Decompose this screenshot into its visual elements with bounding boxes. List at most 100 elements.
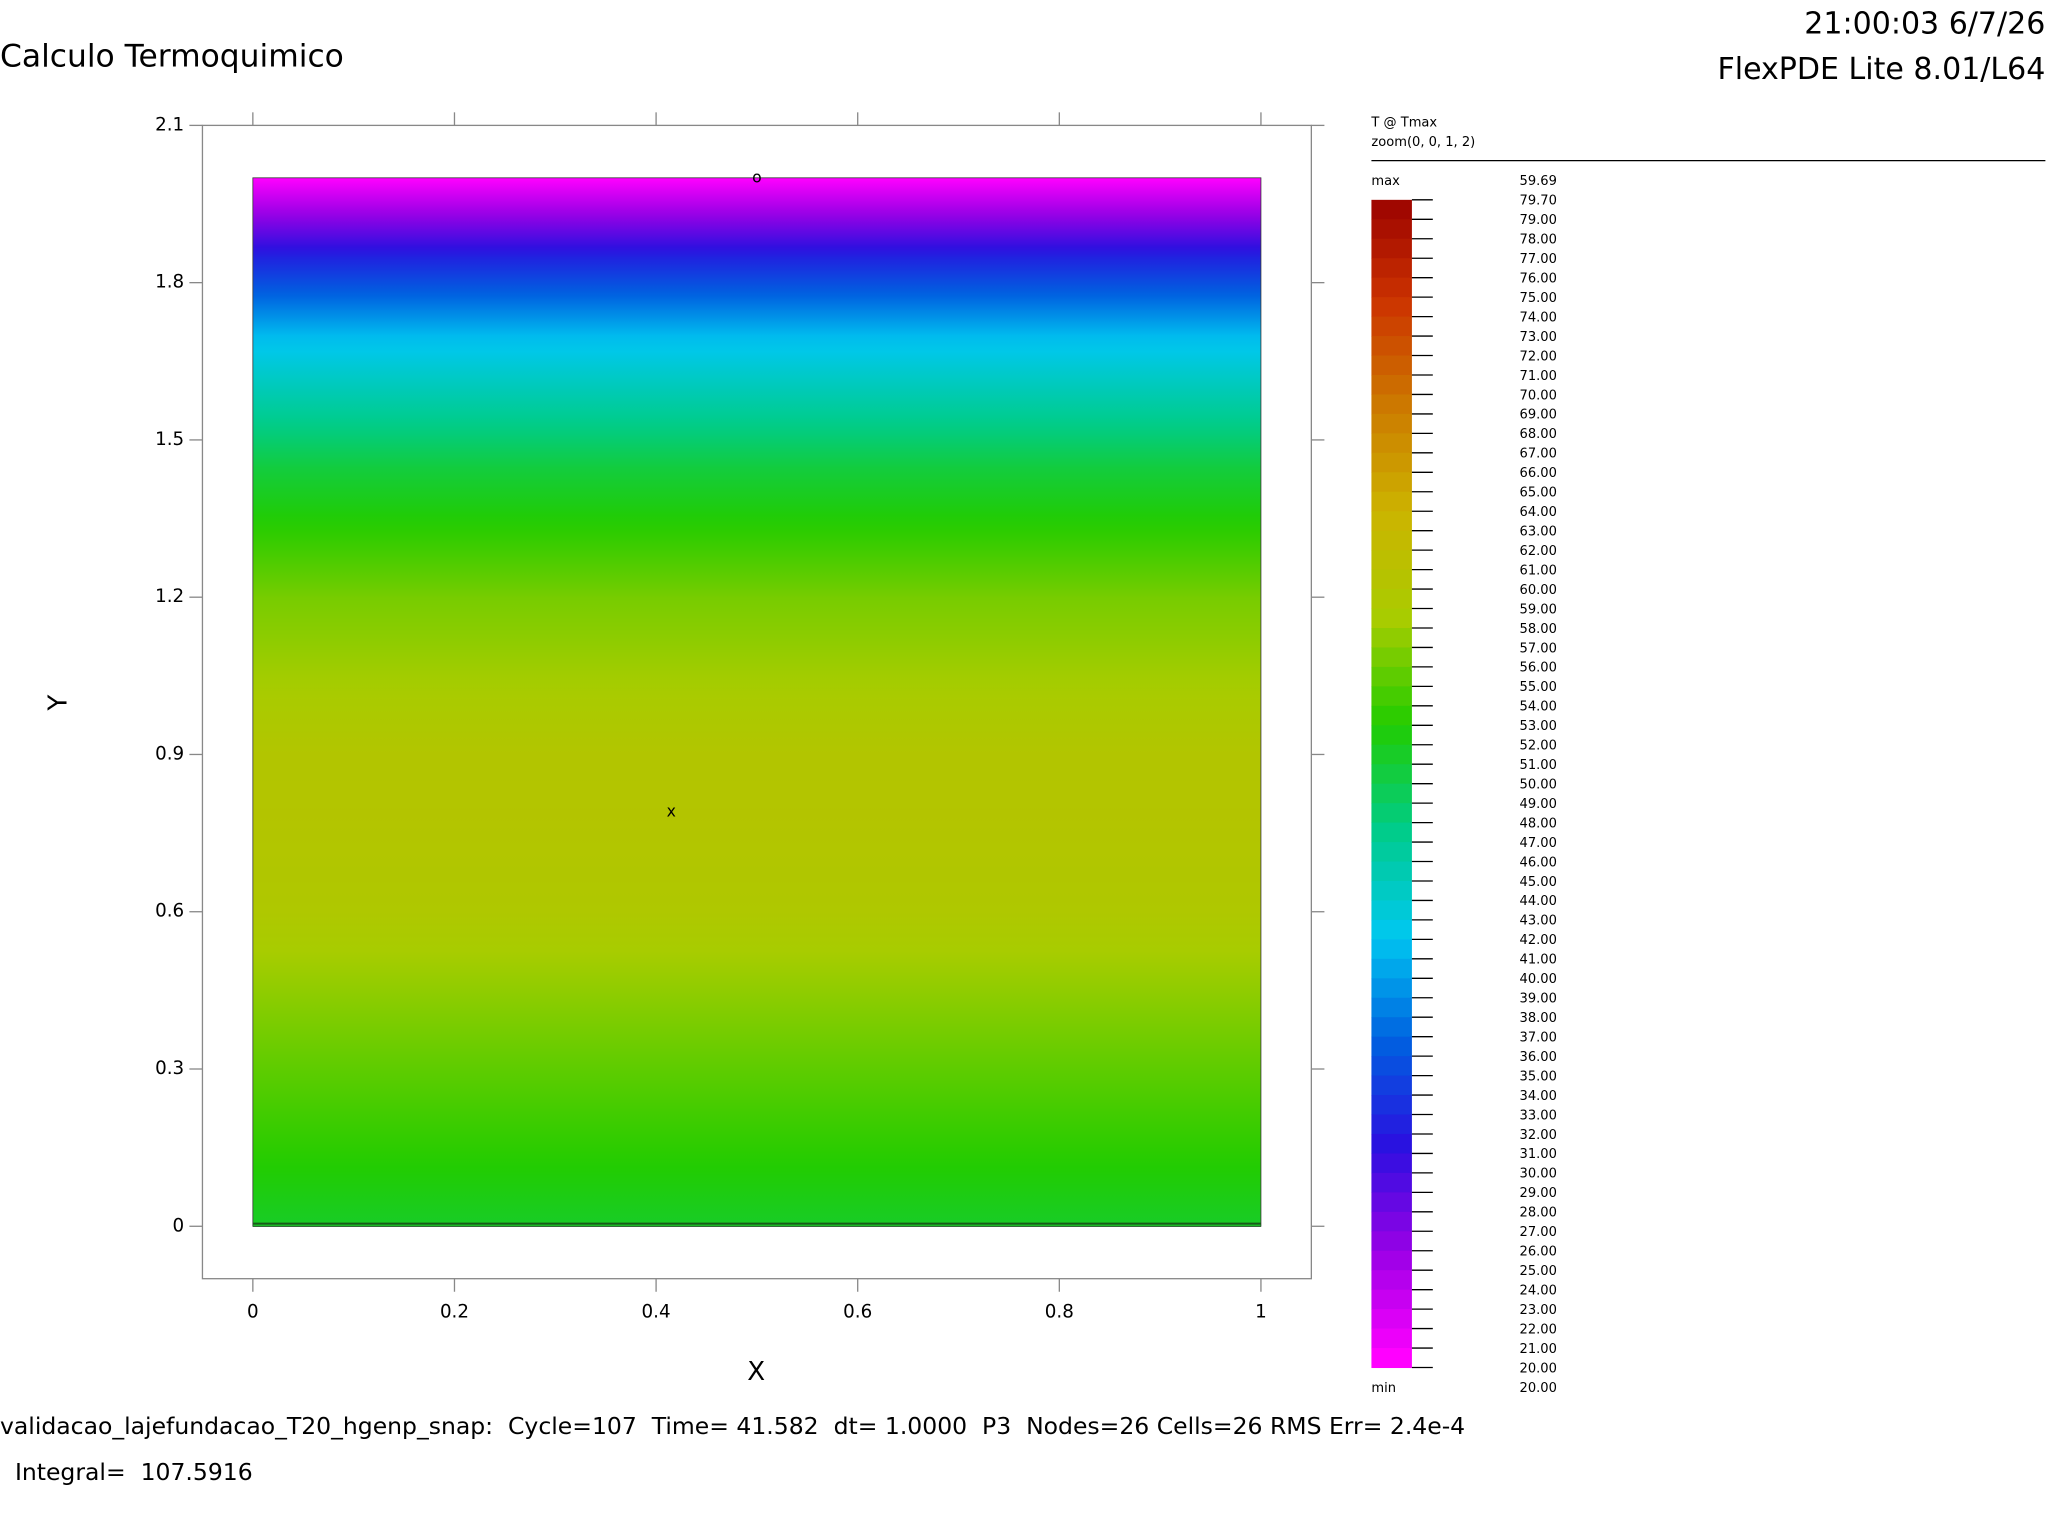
colorbar-label: 67.00 — [1520, 447, 1557, 462]
colorbar-band — [1371, 1095, 1412, 1116]
colorbar-label: 41.00 — [1520, 953, 1557, 968]
colorbar-label: 51.00 — [1520, 758, 1557, 773]
colorbar-band — [1371, 316, 1412, 337]
colorbar-label: 31.00 — [1520, 1147, 1557, 1162]
colorbar-label: 66.00 — [1520, 466, 1557, 481]
colorbar-band — [1371, 297, 1412, 318]
colorbar-band — [1371, 861, 1412, 882]
y-tick-label: 0 — [173, 1215, 185, 1236]
colorbar-band — [1371, 550, 1412, 571]
colorbar-label: 46.00 — [1520, 855, 1557, 870]
field-band — [252, 754, 1261, 813]
colorbar-band — [1371, 1328, 1412, 1349]
chart-title: Calculo Termoquimico — [0, 38, 344, 74]
x-axis-label: X — [747, 1357, 765, 1387]
x-tick-label: 0 — [247, 1302, 259, 1323]
zoom-label: zoom(0, 0, 1, 2) — [1371, 135, 1475, 150]
colorbar-band — [1371, 744, 1412, 765]
y-tick-label: 0.3 — [155, 1058, 184, 1079]
colorbar-label: 33.00 — [1520, 1108, 1557, 1123]
colorbar-label: 73.00 — [1520, 330, 1557, 345]
colorbar-label: 32.00 — [1520, 1128, 1557, 1143]
colorbar-label: 61.00 — [1520, 563, 1557, 578]
colorbar-band — [1371, 199, 1412, 220]
extremum-marker: o — [752, 167, 762, 186]
colorbar-label: 49.00 — [1520, 797, 1557, 812]
colorbar-label: 74.00 — [1520, 310, 1557, 325]
colorbar-band — [1371, 1270, 1412, 1291]
colorbar-label: 59.00 — [1520, 602, 1557, 617]
colorbar-band — [1371, 452, 1412, 473]
colorbar-label: 35.00 — [1520, 1069, 1557, 1084]
colorbar-band — [1371, 647, 1412, 668]
colorbar-label: 56.00 — [1520, 661, 1557, 676]
colorbar-label: 30.00 — [1520, 1167, 1557, 1182]
colorbar-label: 75.00 — [1520, 291, 1557, 306]
colorbar-band — [1371, 725, 1412, 746]
plot-frame — [201, 124, 1312, 1280]
colorbar-label: 76.00 — [1520, 271, 1557, 286]
colorbar-band — [1371, 1153, 1412, 1174]
x-tick-label: 0.8 — [1045, 1302, 1074, 1323]
colorbar-band — [1371, 374, 1412, 395]
colorbar-label: 60.00 — [1520, 583, 1557, 598]
colorbar-band — [1371, 1172, 1412, 1193]
colorbar-label: 42.00 — [1520, 933, 1557, 948]
colorbar-label: 20.00 — [1520, 1361, 1557, 1376]
colorbar-label: 37.00 — [1520, 1030, 1557, 1045]
colorbar-label: 53.00 — [1520, 719, 1557, 734]
colorbar-band — [1371, 842, 1412, 863]
colorbar-band — [1371, 589, 1412, 610]
colorbar-band — [1371, 1036, 1412, 1057]
colorbar-band — [1371, 978, 1412, 999]
colorbar-label: 38.00 — [1520, 1011, 1557, 1026]
colorbar-band — [1371, 822, 1412, 843]
colorbar-band — [1371, 686, 1412, 707]
colorbar-band — [1371, 900, 1412, 921]
colorbar-band — [1371, 939, 1412, 960]
colorbar-band — [1371, 511, 1412, 532]
colorbar-band — [1371, 1114, 1412, 1135]
colorbar-label: 50.00 — [1520, 777, 1557, 792]
colorbar-band — [1371, 705, 1412, 726]
colorbar-label: 68.00 — [1520, 427, 1557, 442]
colorbar-label: 62.00 — [1520, 544, 1557, 559]
field-band — [252, 911, 1261, 1070]
field-band — [252, 597, 1261, 756]
field-band — [252, 256, 1261, 336]
y-tick-label: 0.9 — [155, 743, 184, 764]
max-value: 59.69 — [1520, 174, 1557, 189]
colorbar-label: 78.00 — [1520, 233, 1557, 248]
colorbar-band — [1371, 997, 1412, 1018]
field-band — [252, 812, 1261, 913]
y-axis-label: Y — [43, 695, 73, 712]
status-line: validacao_lajefundacao_T20_hgenp_snap: C… — [0, 1412, 1465, 1440]
field-band — [252, 335, 1261, 467]
colorbar-label: 48.00 — [1520, 816, 1557, 831]
colorbar-label: 63.00 — [1520, 524, 1557, 539]
field-band — [252, 466, 1261, 598]
x-tick-label: 0.4 — [642, 1302, 671, 1323]
timestamp: 21:00:03 6/7/26 — [1804, 6, 2045, 41]
colorbar-band — [1371, 219, 1412, 240]
min-value: 20.00 — [1520, 1381, 1557, 1396]
min-text: min — [1371, 1381, 1396, 1396]
colorbar-band — [1371, 919, 1412, 940]
colorbar-band — [1371, 1211, 1412, 1232]
colorbar-label: 65.00 — [1520, 486, 1557, 501]
software: FlexPDE Lite 8.01/L64 — [1717, 52, 2045, 87]
colorbar-band — [1371, 336, 1412, 357]
colorbar-band — [1371, 783, 1412, 804]
colorbar-band — [1371, 1309, 1412, 1330]
colorbar-band — [1371, 530, 1412, 551]
x-tick-label: 0.2 — [440, 1302, 469, 1323]
colorbar-label: 79.70 — [1520, 194, 1557, 209]
colorbar-band — [1371, 472, 1412, 493]
colorbar-band — [1371, 1192, 1412, 1213]
colorbar-label: 70.00 — [1520, 388, 1557, 403]
colorbar-band — [1371, 1056, 1412, 1077]
colorbar-band — [1371, 355, 1412, 376]
y-tick-label: 1.2 — [155, 586, 184, 607]
